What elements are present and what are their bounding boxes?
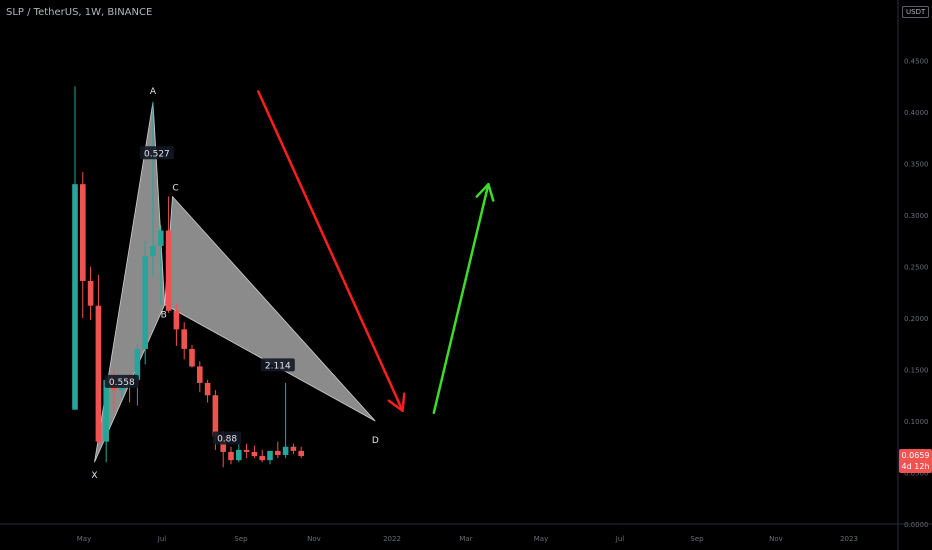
price-tick-label: 0.2000: [904, 315, 929, 323]
candle-body: [298, 450, 304, 457]
candle-body: [150, 245, 156, 257]
candle-body: [165, 230, 172, 311]
time-axis: May Jul Sep Nov 2022 Mar May Jul Sep Nov 2023: [0, 523, 932, 543]
price-tick-label: 0.3500: [904, 161, 929, 169]
up-arrow: [432, 182, 490, 415]
time-tick-label: Jul: [157, 535, 167, 543]
currency-label[interactable]: USDT: [902, 6, 930, 18]
candle-body: [197, 366, 203, 383]
candle-body: [103, 379, 109, 442]
ratio-label-box: [104, 374, 139, 388]
candle-body: [228, 451, 234, 461]
price-tick-label: 0.0000: [904, 521, 929, 529]
ratio-label: 2.114: [265, 361, 291, 371]
candle-body: [95, 305, 102, 442]
candle-body: [251, 451, 258, 457]
candle-body: [236, 449, 242, 461]
time-tick-label: May: [77, 535, 91, 543]
time-tick-label: Mar: [459, 535, 472, 543]
time-tick-label: Sep: [690, 535, 704, 543]
candle-body: [158, 230, 164, 246]
candle-body: [259, 456, 265, 461]
candle-body: [290, 446, 297, 451]
candle-countdown: 4d 12h: [901, 462, 930, 471]
ratio-label: 0.558: [109, 378, 135, 388]
price-tick-label: 0.4000: [904, 109, 929, 117]
candle-body: [80, 184, 86, 281]
candle-body: [267, 450, 273, 461]
pattern-point-label: B: [161, 311, 167, 321]
candle-body: [142, 256, 148, 349]
symbol-title[interactable]: SLP / TetherUS, 1W, BINANCE: [6, 7, 153, 18]
pattern-labels: X A B C D 0.527 0.558 2.114 0.88: [91, 87, 378, 481]
candle-body: [173, 310, 180, 330]
candle-body: [282, 446, 289, 456]
time-tick-label: Nov: [769, 535, 783, 543]
pattern-point-label: C: [172, 184, 178, 194]
candle-body: [204, 382, 211, 396]
pattern-point-label: A: [150, 87, 157, 97]
candle-body: [275, 450, 281, 456]
ratio-label-box: [139, 146, 174, 160]
candle-body: [134, 348, 141, 380]
price-tick-label: 0.1500: [904, 367, 929, 375]
pattern-point-label: X: [91, 471, 97, 481]
last-price-tag: 0.0659 4d 12h: [899, 449, 932, 473]
ratio-label: 0.527: [144, 149, 170, 159]
time-tick-label: Nov: [307, 535, 321, 543]
candle-body: [212, 395, 219, 437]
up-arrow-head: [475, 182, 495, 202]
candle-body: [72, 184, 78, 410]
time-tick-label: Sep: [234, 535, 248, 543]
price-tick-label: 0.4500: [904, 58, 929, 66]
price-tick-label: 0.3000: [904, 212, 929, 220]
down-arrow-head: [387, 392, 406, 412]
candle-body: [87, 280, 94, 306]
ratio-label-box: [260, 358, 295, 372]
time-tick-label: Jul: [615, 535, 625, 543]
price-tick-label: 0.1000: [904, 418, 929, 426]
pattern-point-label: D: [372, 436, 379, 446]
trend-arrows: [257, 90, 495, 415]
candlestick-series: [72, 86, 304, 468]
candle-body: [243, 449, 250, 452]
time-tick-label: 2022: [383, 535, 401, 543]
price-tick-label: 0.2500: [904, 264, 929, 272]
down-arrow: [257, 90, 404, 412]
time-tick-label: 2023: [840, 535, 858, 543]
price-axis: 0.4500 0.4000 0.3500 0.3000 0.2500 0.2000 0.15…: [897, 0, 929, 550]
candle-body: [189, 348, 195, 367]
last-price-value: 0.0659: [901, 451, 930, 460]
price-tick-label: 0.0500: [904, 470, 929, 478]
candle-body: [181, 329, 187, 349]
ratio-label-box: [212, 431, 242, 445]
time-tick-label: May: [534, 535, 548, 543]
ratio-label: 0.88: [217, 435, 237, 445]
